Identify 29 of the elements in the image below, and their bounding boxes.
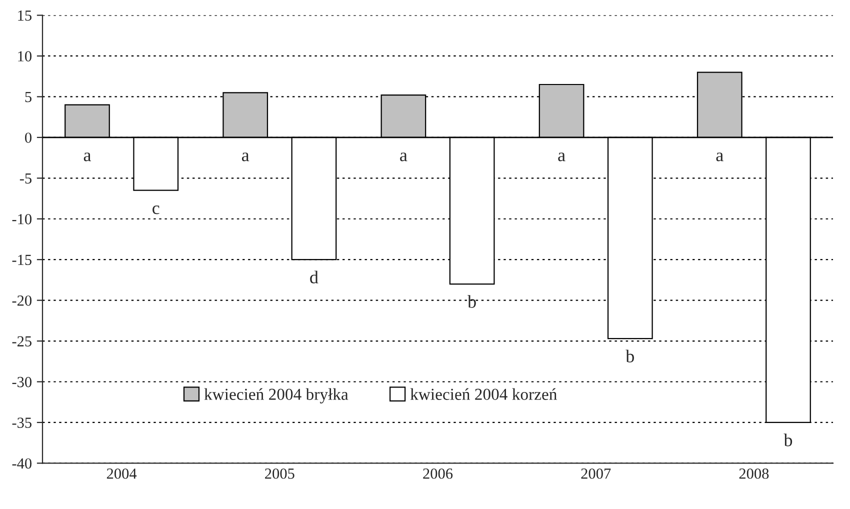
y-tick-label: 15 xyxy=(18,10,32,21)
data-label: a xyxy=(84,152,91,162)
data-label: c xyxy=(152,205,160,214)
y-tick-label: -40 xyxy=(12,458,32,469)
x-tick-label: 2008 xyxy=(739,468,769,479)
legend-label: kwiecień 2004 bryłka xyxy=(204,388,348,404)
data-label: a xyxy=(716,152,724,162)
x-tick-label: 2005 xyxy=(265,468,294,479)
y-tick-label: -10 xyxy=(12,214,32,224)
data-label: b xyxy=(468,295,476,308)
y-tick-label: 10 xyxy=(18,51,32,62)
data-label: d xyxy=(310,270,318,284)
y-tick-label: -25 xyxy=(12,336,32,346)
y-tick-label: -35 xyxy=(12,418,32,428)
data-label: a xyxy=(400,152,408,162)
y-tick-label: -15 xyxy=(12,254,32,266)
data-label: a xyxy=(558,152,566,162)
y-tick-label: 5 xyxy=(25,92,32,102)
data-label: b xyxy=(626,350,634,362)
y-tick-label: -5 xyxy=(20,173,32,184)
y-tick-label: -30 xyxy=(12,376,32,388)
legend-label: kwiecień 2004 korzeń xyxy=(410,388,557,400)
x-tick-label: 2006 xyxy=(423,468,453,479)
data-label: b xyxy=(784,434,792,446)
x-tick-label: 2007 xyxy=(581,468,611,479)
data-label: a xyxy=(242,152,250,162)
y-tick-label: 0 xyxy=(25,132,32,143)
y-tick-label: -20 xyxy=(12,295,32,306)
x-tick-label: 2004 xyxy=(106,468,137,479)
